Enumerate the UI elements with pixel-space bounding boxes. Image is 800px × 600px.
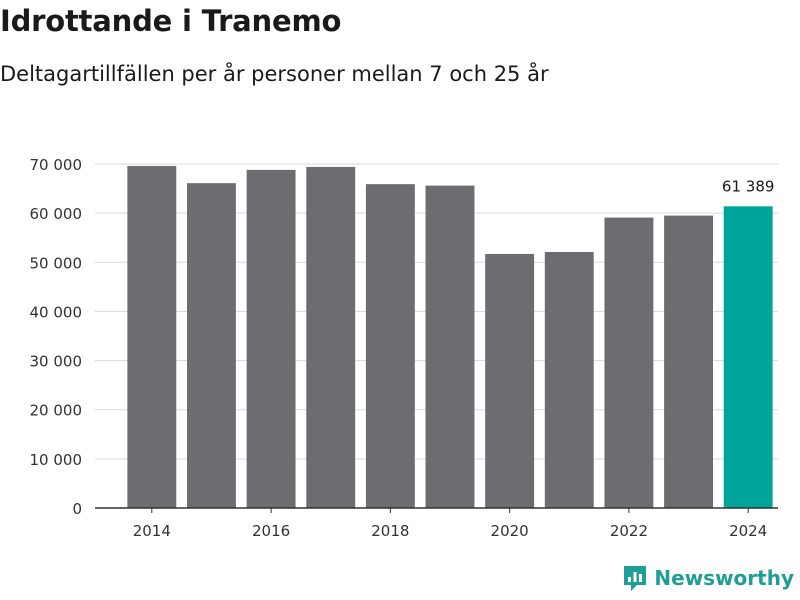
bar-2016 <box>246 169 296 508</box>
y-tick-label: 40 000 <box>30 303 83 321</box>
y-tick-label: 50 000 <box>30 254 83 272</box>
newsworthy-icon <box>624 566 647 591</box>
brand-name: Newsworthy <box>654 566 794 590</box>
x-tick-label: 2018 <box>371 522 409 540</box>
bar-2015 <box>187 183 236 508</box>
bar-2017 <box>306 166 356 508</box>
y-tick-label: 10 000 <box>30 451 83 469</box>
bar-2021 <box>544 251 594 509</box>
y-tick-label: 20 000 <box>30 402 83 420</box>
x-tick-label: 2022 <box>610 522 648 540</box>
data-label: 61 389 <box>722 177 775 195</box>
y-tick-label: 0 <box>72 500 82 518</box>
x-tick-label: 2014 <box>133 522 171 540</box>
bar-2023 <box>664 215 713 508</box>
bar-2024 <box>723 206 773 509</box>
chart-title: Idrottande i Tranemo <box>0 4 342 38</box>
brand-logo: Newsworthy <box>622 564 794 592</box>
y-tick-label: 60 000 <box>30 205 83 223</box>
bar-2019 <box>425 185 475 508</box>
bar-2022 <box>604 217 654 508</box>
x-tick-label: 2016 <box>252 522 290 540</box>
y-tick-label: 30 000 <box>30 353 83 371</box>
bar-2020 <box>485 253 535 508</box>
x-tick-label: 2024 <box>729 522 767 540</box>
x-tick-label: 2020 <box>491 522 529 540</box>
bar-2014 <box>127 165 177 509</box>
chart-subtitle: Deltagartillfällen per år personer mella… <box>0 62 549 86</box>
bar-2018 <box>365 184 415 509</box>
y-tick-label: 70 000 <box>30 156 83 174</box>
